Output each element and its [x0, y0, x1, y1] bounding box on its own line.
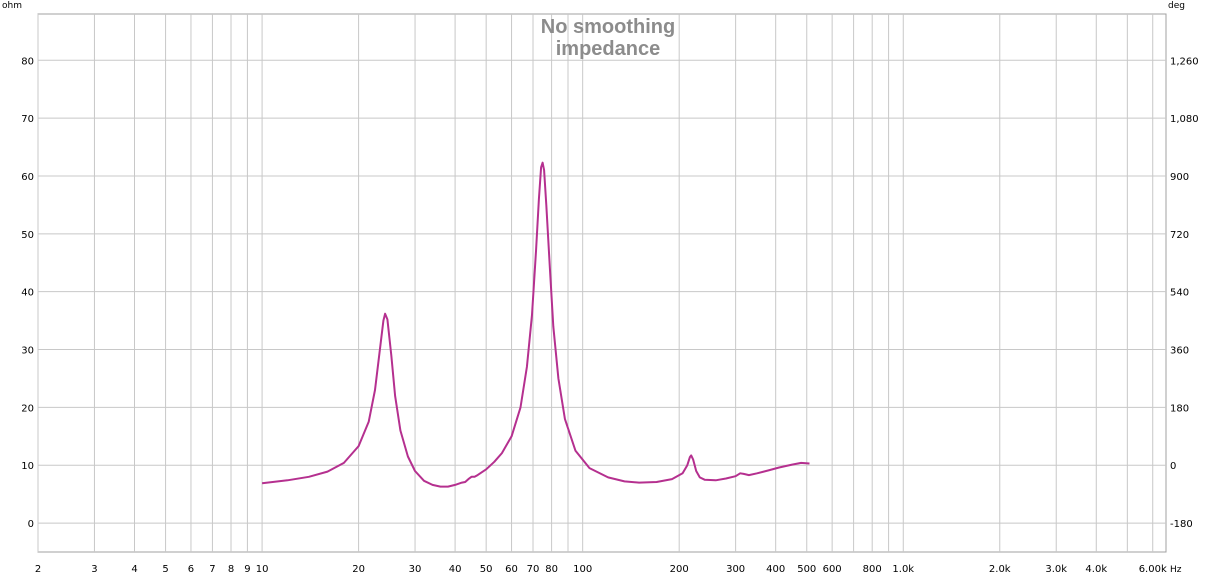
y-right-tick-label: 900: [1170, 172, 1189, 183]
x-tick-label: 70: [527, 564, 540, 575]
y-left-tick-label: 10: [21, 461, 34, 472]
y-left-tick-label: 30: [21, 346, 34, 357]
impedance-series-line: [261, 161, 810, 488]
y-right-tick-label: -180: [1170, 519, 1193, 530]
y-right-tick-label: 0: [1170, 461, 1176, 472]
y-left-tick-label: 70: [21, 114, 34, 125]
y-left-tick-label: 50: [21, 230, 34, 241]
y-right-tick-label: 540: [1170, 288, 1189, 299]
y-left-tick-label: 60: [21, 172, 34, 183]
y-right-tick-label: 180: [1170, 403, 1189, 414]
y-left-unit-label: ohm: [2, 1, 22, 11]
x-tick-label: 7: [209, 564, 215, 575]
y-right-tick-label: 1,260: [1170, 56, 1199, 67]
x-tick-label: 3: [91, 564, 97, 575]
x-tick-label: 30: [409, 564, 422, 575]
x-tick-label: 80: [545, 564, 558, 575]
y-left-tick-labels: 0 10 20 30 40 50 60 70 80: [21, 56, 34, 530]
x-tick-label: 800: [863, 564, 882, 575]
y-right-tick-label: 720: [1170, 230, 1189, 241]
x-tick-label: 600: [823, 564, 842, 575]
y-left-tick-label: 40: [21, 288, 34, 299]
x-tick-label: 100: [573, 564, 592, 575]
y-right-tick-labels: -180 0 180 360 540 720 900 1,080 1,260: [1170, 56, 1199, 530]
x-tick-label: 400: [766, 564, 785, 575]
x-tick-label: 300: [726, 564, 745, 575]
x-tick-label: 2.0k: [989, 564, 1011, 575]
series-layer: [261, 161, 810, 488]
y-left-tick-label: 0: [28, 519, 34, 530]
y-gridlines: [38, 59, 1166, 524]
x-tick-labels: 2 3 4 5 6 7 8 9 10 20 30 40 50 60 70 80 100 200 300 400 500 6…: [35, 564, 1167, 575]
y-left-tick-label: 20: [21, 403, 34, 414]
x-tick-label: 10: [256, 564, 269, 575]
x-tick-label: 40: [449, 564, 462, 575]
x-tick-label: 1.0k: [892, 564, 914, 575]
x-gridlines: [37, 14, 1154, 552]
y-right-tick-label: 360: [1170, 346, 1189, 357]
x-unit-label: Hz: [1170, 565, 1182, 575]
x-tick-label: 4: [131, 564, 137, 575]
x-tick-label: 6.00k: [1139, 564, 1167, 575]
x-tick-label: 20: [352, 564, 365, 575]
x-tick-label: 200: [670, 564, 689, 575]
y-left-tick-label: 80: [21, 56, 34, 67]
x-tick-label: 3.0k: [1045, 564, 1067, 575]
x-tick-label: 9: [244, 564, 250, 575]
y-right-tick-label: 1,080: [1170, 114, 1199, 125]
x-tick-label: 4.0k: [1085, 564, 1107, 575]
chart-subtitle: impedance: [556, 38, 660, 60]
x-tick-label: 60: [505, 564, 518, 575]
x-tick-label: 6: [188, 564, 194, 575]
x-tick-label: 500: [797, 564, 816, 575]
x-tick-label: 8: [228, 564, 234, 575]
x-tick-label: 2: [35, 564, 41, 575]
y-right-unit-label: deg: [1168, 1, 1185, 11]
x-tick-label: 5: [162, 564, 168, 575]
chart-title: No smoothing: [541, 16, 675, 38]
x-tick-label: 50: [480, 564, 493, 575]
plot-area: [37, 13, 1167, 553]
